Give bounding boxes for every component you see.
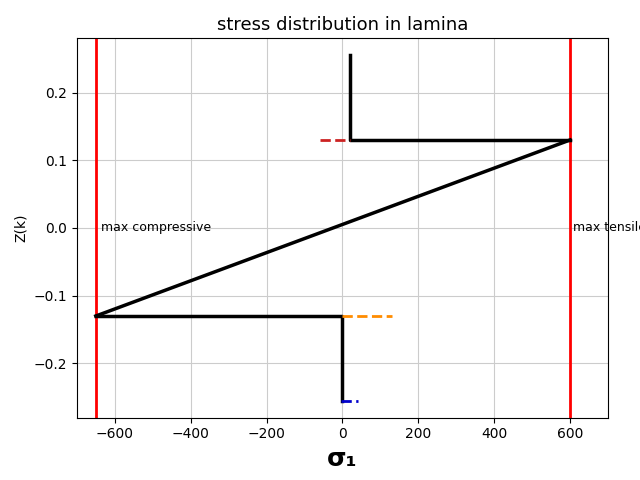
Text: max compressive: max compressive [102,221,212,235]
Y-axis label: Z(k): Z(k) [14,214,28,242]
Title: stress distribution in lamina: stress distribution in lamina [217,16,468,34]
X-axis label: σ₁: σ₁ [327,447,358,471]
Text: max tensile: max tensile [573,221,640,235]
